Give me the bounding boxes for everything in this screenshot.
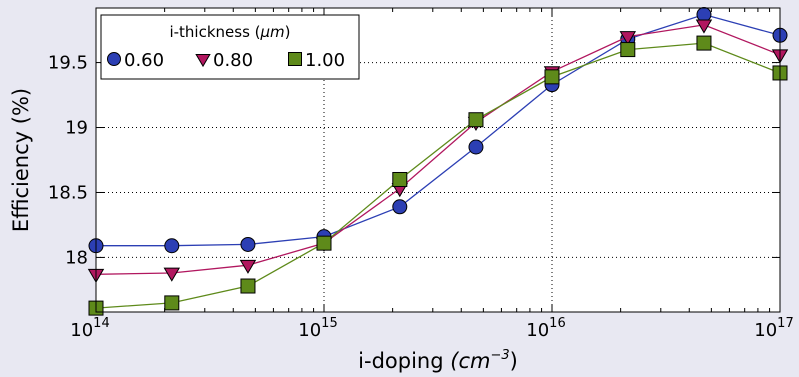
data-point-circle: [164, 238, 180, 254]
data-point-circle: [392, 199, 408, 215]
data-point-triangle: [619, 31, 637, 46]
data-point-square: [620, 42, 636, 58]
data-point-circle: [468, 139, 484, 155]
legend-entry: 1.00: [288, 50, 345, 71]
y-axis-title: Efficiency (%): [9, 88, 33, 232]
legend-entries: 0.60 0.80 1.00: [107, 50, 345, 71]
data-point-square: [392, 171, 408, 187]
data-point-square: [544, 69, 560, 85]
legend-entry: 0.60: [107, 50, 164, 71]
series-line: [96, 13, 781, 247]
y-tick-label: 18.5: [48, 182, 88, 203]
data-point-triangle: [163, 267, 181, 282]
data-point-circle: [107, 52, 121, 66]
x-tick-label: 1014: [70, 316, 109, 341]
data-point-square: [240, 278, 256, 294]
legend-title-unit: μm: [260, 23, 285, 41]
x-axis-title-text: i-doping: [358, 349, 443, 373]
legend-label: 0.60: [124, 50, 164, 71]
x-tick-label: 1016: [526, 316, 565, 341]
series-layer: [87, 6, 789, 316]
axis-ticks: [95, 8, 781, 312]
data-point-square: [468, 112, 484, 128]
y-tick-label: 19: [65, 118, 88, 139]
x-tick-label: 1015: [298, 316, 337, 341]
data-point-square: [164, 295, 180, 311]
legend-box: [100, 14, 360, 80]
grid-lines: [96, 8, 780, 312]
y-tick-label: 18: [65, 247, 88, 268]
x-axis-title: i-doping (cm−3): [358, 348, 518, 373]
legend: i-thickness (μm) 0.60 0.80 1.00: [100, 14, 360, 80]
data-point-triangle: [195, 53, 211, 68]
data-point-square: [288, 52, 302, 66]
x-tick-label: 1017: [754, 316, 793, 341]
series-line: [95, 42, 781, 309]
legend-title-prefix: i-thickness (: [169, 23, 260, 41]
x-axis-unit-exp: −3: [490, 348, 509, 363]
series-1.00: [88, 35, 788, 316]
legend-entry: 0.80: [195, 50, 253, 71]
plot-frame: [95, 7, 781, 313]
data-point-triangle: [695, 19, 713, 34]
data-point-square: [696, 35, 712, 51]
series-line: [95, 24, 781, 275]
legend-title-suffix: ): [285, 23, 291, 41]
data-point-circle: [696, 6, 712, 22]
tick-labels: 1014 1015 1016 1017 18 18.5 19 19.5: [48, 53, 794, 341]
legend-title: i-thickness (μm): [169, 23, 290, 41]
data-point-triangle: [239, 259, 257, 274]
legend-label: 0.80: [213, 50, 253, 71]
data-point-square: [316, 235, 332, 251]
legend-label: 1.00: [305, 50, 345, 71]
y-tick-label: 19.5: [48, 53, 88, 74]
data-point-circle: [240, 236, 256, 252]
x-axis-unit: (cm: [450, 349, 490, 373]
x-axis-close: ): [510, 349, 518, 373]
